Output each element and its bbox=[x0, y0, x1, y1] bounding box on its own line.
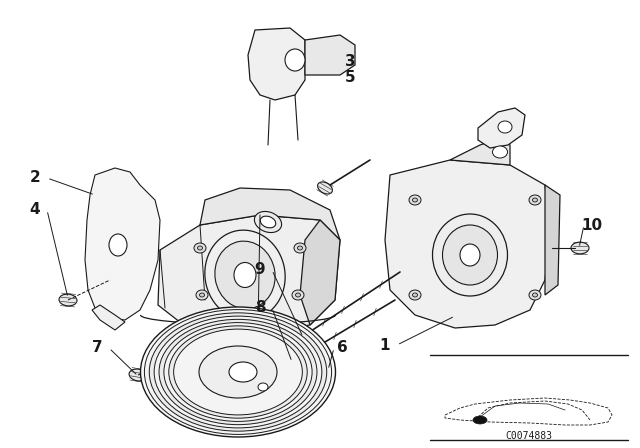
Text: 1: 1 bbox=[380, 337, 390, 353]
Text: 5: 5 bbox=[345, 70, 355, 86]
Polygon shape bbox=[300, 220, 340, 325]
Polygon shape bbox=[248, 28, 305, 100]
Ellipse shape bbox=[109, 234, 127, 256]
Ellipse shape bbox=[255, 211, 282, 233]
Polygon shape bbox=[305, 35, 355, 75]
Ellipse shape bbox=[258, 383, 268, 391]
Ellipse shape bbox=[169, 326, 307, 418]
Ellipse shape bbox=[154, 316, 322, 428]
Ellipse shape bbox=[298, 246, 303, 250]
Ellipse shape bbox=[215, 241, 275, 309]
Ellipse shape bbox=[200, 293, 205, 297]
Ellipse shape bbox=[159, 319, 317, 425]
Ellipse shape bbox=[129, 369, 147, 381]
Ellipse shape bbox=[145, 310, 332, 435]
Polygon shape bbox=[85, 168, 160, 320]
Ellipse shape bbox=[433, 214, 508, 296]
Polygon shape bbox=[385, 160, 550, 328]
Polygon shape bbox=[478, 108, 525, 148]
Text: 10: 10 bbox=[581, 217, 603, 233]
Text: C0074883: C0074883 bbox=[506, 431, 552, 441]
Ellipse shape bbox=[460, 244, 480, 266]
Ellipse shape bbox=[493, 146, 508, 158]
Ellipse shape bbox=[229, 362, 257, 382]
Ellipse shape bbox=[141, 307, 335, 437]
Text: 9: 9 bbox=[255, 263, 266, 277]
Ellipse shape bbox=[196, 290, 208, 300]
Polygon shape bbox=[158, 215, 340, 335]
Ellipse shape bbox=[532, 293, 538, 297]
Ellipse shape bbox=[529, 290, 541, 300]
Ellipse shape bbox=[194, 243, 206, 253]
Ellipse shape bbox=[198, 246, 202, 250]
Polygon shape bbox=[92, 305, 125, 330]
Ellipse shape bbox=[532, 198, 538, 202]
Polygon shape bbox=[450, 138, 510, 165]
Ellipse shape bbox=[164, 323, 312, 422]
Text: 3: 3 bbox=[345, 55, 355, 69]
Ellipse shape bbox=[413, 293, 417, 297]
Ellipse shape bbox=[59, 294, 77, 306]
Polygon shape bbox=[200, 188, 340, 240]
Text: 6: 6 bbox=[337, 340, 348, 356]
Ellipse shape bbox=[292, 332, 308, 344]
Ellipse shape bbox=[199, 346, 277, 398]
Text: 7: 7 bbox=[92, 340, 102, 356]
Ellipse shape bbox=[285, 49, 305, 71]
Ellipse shape bbox=[409, 290, 421, 300]
Ellipse shape bbox=[473, 416, 487, 424]
Ellipse shape bbox=[292, 290, 304, 300]
Ellipse shape bbox=[442, 225, 497, 285]
Ellipse shape bbox=[409, 195, 421, 205]
Ellipse shape bbox=[294, 243, 306, 253]
Ellipse shape bbox=[282, 358, 298, 369]
Ellipse shape bbox=[149, 313, 327, 431]
Text: 8: 8 bbox=[255, 301, 266, 315]
Ellipse shape bbox=[413, 198, 417, 202]
Text: 4: 4 bbox=[29, 202, 40, 217]
Text: 2: 2 bbox=[29, 171, 40, 185]
Ellipse shape bbox=[260, 216, 276, 228]
Ellipse shape bbox=[234, 263, 256, 288]
Ellipse shape bbox=[296, 293, 301, 297]
Ellipse shape bbox=[529, 195, 541, 205]
Ellipse shape bbox=[571, 242, 589, 254]
Ellipse shape bbox=[173, 329, 302, 415]
Ellipse shape bbox=[317, 182, 332, 194]
Ellipse shape bbox=[205, 230, 285, 320]
Polygon shape bbox=[545, 185, 560, 295]
Ellipse shape bbox=[498, 121, 512, 133]
